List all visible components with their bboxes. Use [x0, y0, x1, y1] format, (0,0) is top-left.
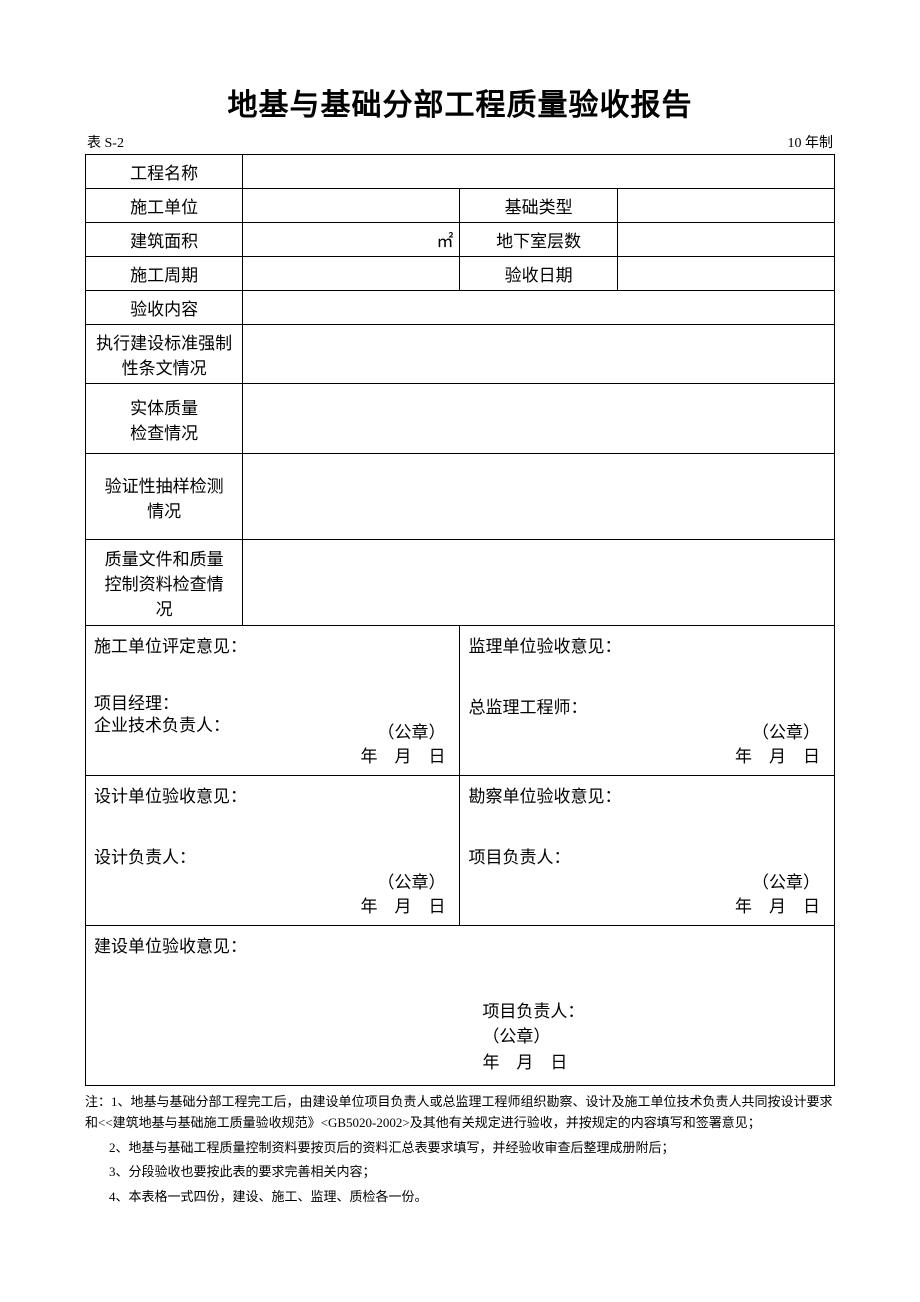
sig-role-owner: 项目负责人：: [482, 1002, 584, 1021]
sig-owner-block: 项目负责人： （公章） 年 月 日: [482, 999, 584, 1076]
value-standards: [243, 325, 835, 384]
sig-survey: 勘察单位验收意见： 项目负责人： （公章） 年 月 日: [460, 776, 835, 926]
value-area-unit: ㎡: [243, 223, 460, 257]
label-accept-content: 验收内容: [86, 291, 243, 325]
label-entity-quality: 实体质量 检查情况: [86, 384, 243, 454]
label-basement-floors: 地下室层数: [460, 223, 617, 257]
label-docs: 质量文件和质量 控制资料检查情 况: [86, 540, 243, 626]
value-sampling: [243, 454, 835, 540]
value-accept-date: [617, 257, 834, 291]
date-text: 年 月 日: [482, 1053, 567, 1072]
table-row: 工程名称: [86, 155, 835, 189]
table-row: 质量文件和质量 控制资料检查情 况: [86, 540, 835, 626]
value-foundation-type: [617, 189, 834, 223]
sig-heading: 建设单位验收意见：: [94, 932, 826, 957]
note-3: 3、分段验收也要按此表的要求完善相关内容；: [85, 1162, 835, 1183]
sig-heading: 勘察单位验收意见：: [468, 782, 826, 807]
table-row: 执行建设标准强制性条文情况: [86, 325, 835, 384]
sig-role-survey: 项目负责人：: [468, 843, 826, 868]
value-docs: [243, 540, 835, 626]
seal-text: （公章）: [482, 1027, 550, 1046]
label-period: 施工周期: [86, 257, 243, 291]
date-text: 年 月 日: [360, 897, 445, 916]
sig-seal-date: （公章） 年 月 日: [735, 721, 820, 769]
label-line: 验证性抽样检测: [105, 477, 224, 496]
date-text: 年 月 日: [735, 747, 820, 766]
label-line: 控制资料检查情: [105, 575, 224, 594]
label-line: 实体质量: [130, 399, 198, 418]
signature-row: 施工单位评定意见： 项目经理： 企业技术负责人： （公章） 年 月 日 监理单位…: [86, 626, 835, 776]
sig-role-design: 设计负责人：: [94, 843, 451, 868]
sig-heading: 施工单位评定意见：: [94, 632, 451, 657]
notes: 注：1、地基与基础分部工程完工后，由建设单位项目负责人或总监理工程师组织勘察、设…: [85, 1092, 835, 1208]
date-text: 年 月 日: [735, 897, 820, 916]
seal-text: （公章）: [377, 873, 445, 892]
value-basement-floors: [617, 223, 834, 257]
sig-owner: 建设单位验收意见： 项目负责人： （公章） 年 月 日: [86, 926, 835, 1086]
form-table: 工程名称 施工单位 基础类型 建筑面积 ㎡ 地下室层数 施工周期 验收日期 验收…: [85, 154, 835, 1086]
sig-design: 设计单位验收意见： 设计负责人： （公章） 年 月 日: [86, 776, 460, 926]
seal-text: （公章）: [752, 873, 820, 892]
label-line: 检查情况: [130, 424, 198, 443]
label-line: 情况: [147, 502, 181, 521]
sig-role-pm: 项目经理：: [94, 694, 179, 713]
table-row: 实体质量 检查情况: [86, 384, 835, 454]
note-4: 4、本表格一式四份，建设、施工、监理、质检各一份。: [85, 1187, 835, 1208]
table-row: 验证性抽样检测 情况: [86, 454, 835, 540]
note-2: 2、地基与基础工程质量控制资料要按页后的资料汇总表要求填写，并经验收审查后整理成…: [85, 1138, 835, 1159]
table-row: 验收内容: [86, 291, 835, 325]
value-project-name: [243, 155, 835, 189]
sig-heading: 设计单位验收意见：: [94, 782, 451, 807]
label-accept-date: 验收日期: [460, 257, 617, 291]
label-area: 建筑面积: [86, 223, 243, 257]
label-line: 况: [156, 600, 173, 619]
page: 地基与基础分部工程质量验收报告 表 S-2 10 年制 工程名称 施工单位 基础…: [0, 0, 920, 1252]
sig-role-chief: 总监理工程师：: [468, 693, 826, 718]
sig-seal-date: （公章） 年 月 日: [360, 871, 445, 919]
signature-row: 设计单位验收意见： 设计负责人： （公章） 年 月 日 勘察单位验收意见： 项目…: [86, 776, 835, 926]
signature-row: 建设单位验收意见： 项目负责人： （公章） 年 月 日: [86, 926, 835, 1086]
label-sampling: 验证性抽样检测 情况: [86, 454, 243, 540]
label-standards: 执行建设标准强制性条文情况: [86, 325, 243, 384]
label-contractor: 施工单位: [86, 189, 243, 223]
sig-seal-date: （公章） 年 月 日: [360, 721, 445, 769]
seal-text: （公章）: [377, 723, 445, 742]
value-accept-content: [243, 291, 835, 325]
table-row: 施工周期 验收日期: [86, 257, 835, 291]
date-text: 年 月 日: [360, 747, 445, 766]
table-row: 施工单位 基础类型: [86, 189, 835, 223]
label-line: 质量文件和质量: [105, 550, 224, 569]
sig-contractor: 施工单位评定意见： 项目经理： 企业技术负责人： （公章） 年 月 日: [86, 626, 460, 776]
seal-text: （公章）: [752, 723, 820, 742]
table-code: 表 S-2: [87, 132, 124, 152]
sig-supervisor: 监理单位验收意见： 总监理工程师： （公章） 年 月 日: [460, 626, 835, 776]
label-project-name: 工程名称: [86, 155, 243, 189]
table-row: 建筑面积 ㎡ 地下室层数: [86, 223, 835, 257]
value-contractor: [243, 189, 460, 223]
sig-role-tech: 企业技术负责人：: [94, 716, 230, 735]
label-foundation-type: 基础类型: [460, 189, 617, 223]
sig-heading: 监理单位验收意见：: [468, 632, 826, 657]
value-entity-quality: [243, 384, 835, 454]
table-header-row: 表 S-2 10 年制: [85, 132, 835, 152]
page-title: 地基与基础分部工程质量验收报告: [85, 80, 835, 124]
sig-seal-date: （公章） 年 月 日: [735, 871, 820, 919]
note-1: 注：1、地基与基础分部工程完工后，由建设单位项目负责人或总监理工程师组织勘察、设…: [85, 1092, 835, 1134]
value-period: [243, 257, 460, 291]
table-year: 10 年制: [788, 132, 834, 152]
